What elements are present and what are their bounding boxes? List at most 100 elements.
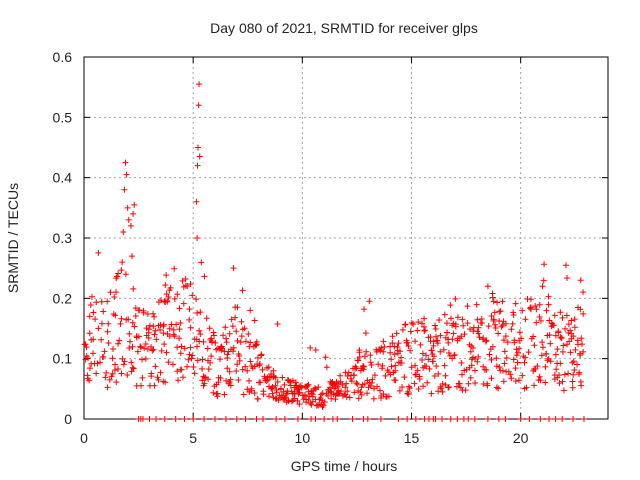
data-point [130,210,137,217]
data-point [186,316,193,323]
y-tick-label: 0.4 [53,170,73,186]
data-point [144,310,151,317]
data-point [426,365,433,372]
data-point [194,343,201,350]
data-point [86,377,93,384]
data-point [493,384,500,391]
data-point [113,379,120,386]
data-point [432,416,439,422]
data-point [495,416,502,422]
data-point [483,366,490,373]
data-point [546,416,553,422]
data-point [193,296,200,303]
data-point [376,387,383,394]
data-point [485,323,492,330]
data-point [164,298,171,305]
data-point [179,277,186,284]
data-point [230,348,237,355]
data-point [129,343,136,350]
data-point [439,416,446,422]
data-point [87,301,94,308]
data-point [342,391,349,398]
data-point [408,319,415,326]
data-point [172,416,179,422]
x-tick-label: 5 [189,430,197,446]
data-point [236,357,243,364]
data-point [269,383,276,390]
data-point [424,379,431,386]
data-point [493,355,500,362]
data-point [530,333,537,340]
data-point [458,359,465,366]
data-point [410,321,417,328]
data-point [552,351,559,358]
data-point [560,387,567,394]
data-point [572,346,579,353]
data-point [486,351,493,358]
data-point [141,345,148,352]
data-point [142,340,149,347]
data-point [558,335,565,342]
data-point [109,370,116,377]
data-point [277,386,284,393]
data-point [323,364,330,371]
data-point [405,343,412,350]
data-point [185,356,192,363]
y-tick-label: 0.2 [53,290,73,306]
data-point [559,314,566,321]
data-point [222,416,229,422]
data-point [176,335,183,342]
data-point [412,362,419,369]
data-point [475,324,482,331]
data-point [321,416,328,422]
data-point [463,366,470,373]
data-point [177,320,184,327]
data-point [115,270,122,277]
data-point [562,325,569,332]
data-point [112,361,119,368]
data-point [142,355,149,362]
data-point [151,382,158,389]
data-point [496,308,503,315]
data-point [488,356,495,363]
data-point [577,352,584,359]
data-point [206,325,213,332]
data-point [512,378,519,385]
data-point [242,338,249,345]
data-point [266,393,273,400]
data-point [473,301,480,308]
data-point [476,334,483,341]
data-point [552,416,559,422]
data-point [489,343,496,350]
data-point [512,300,519,307]
data-point [443,329,450,336]
data-point [150,310,157,317]
data-point [569,384,576,391]
data-point [431,322,438,329]
data-point [238,318,245,325]
data-point [537,377,544,384]
data-point [445,349,452,356]
data-point [109,355,116,362]
data-point [124,204,131,211]
data-point [484,283,491,290]
data-point [478,316,485,323]
data-point [355,357,362,364]
data-point [125,316,132,323]
data-point [134,348,141,355]
data-point [194,144,201,151]
data-point [437,332,444,339]
data-point [294,416,301,422]
data-point [311,385,318,392]
data-point [149,347,156,354]
data-point [217,374,224,381]
data-point [151,313,158,320]
data-point [404,416,411,422]
data-point [578,341,585,348]
data-point [531,382,538,389]
data-point [144,346,151,353]
data-point [257,379,264,386]
data-point [343,394,350,401]
y-tick-label: 0 [64,411,72,427]
data-point [395,340,402,347]
